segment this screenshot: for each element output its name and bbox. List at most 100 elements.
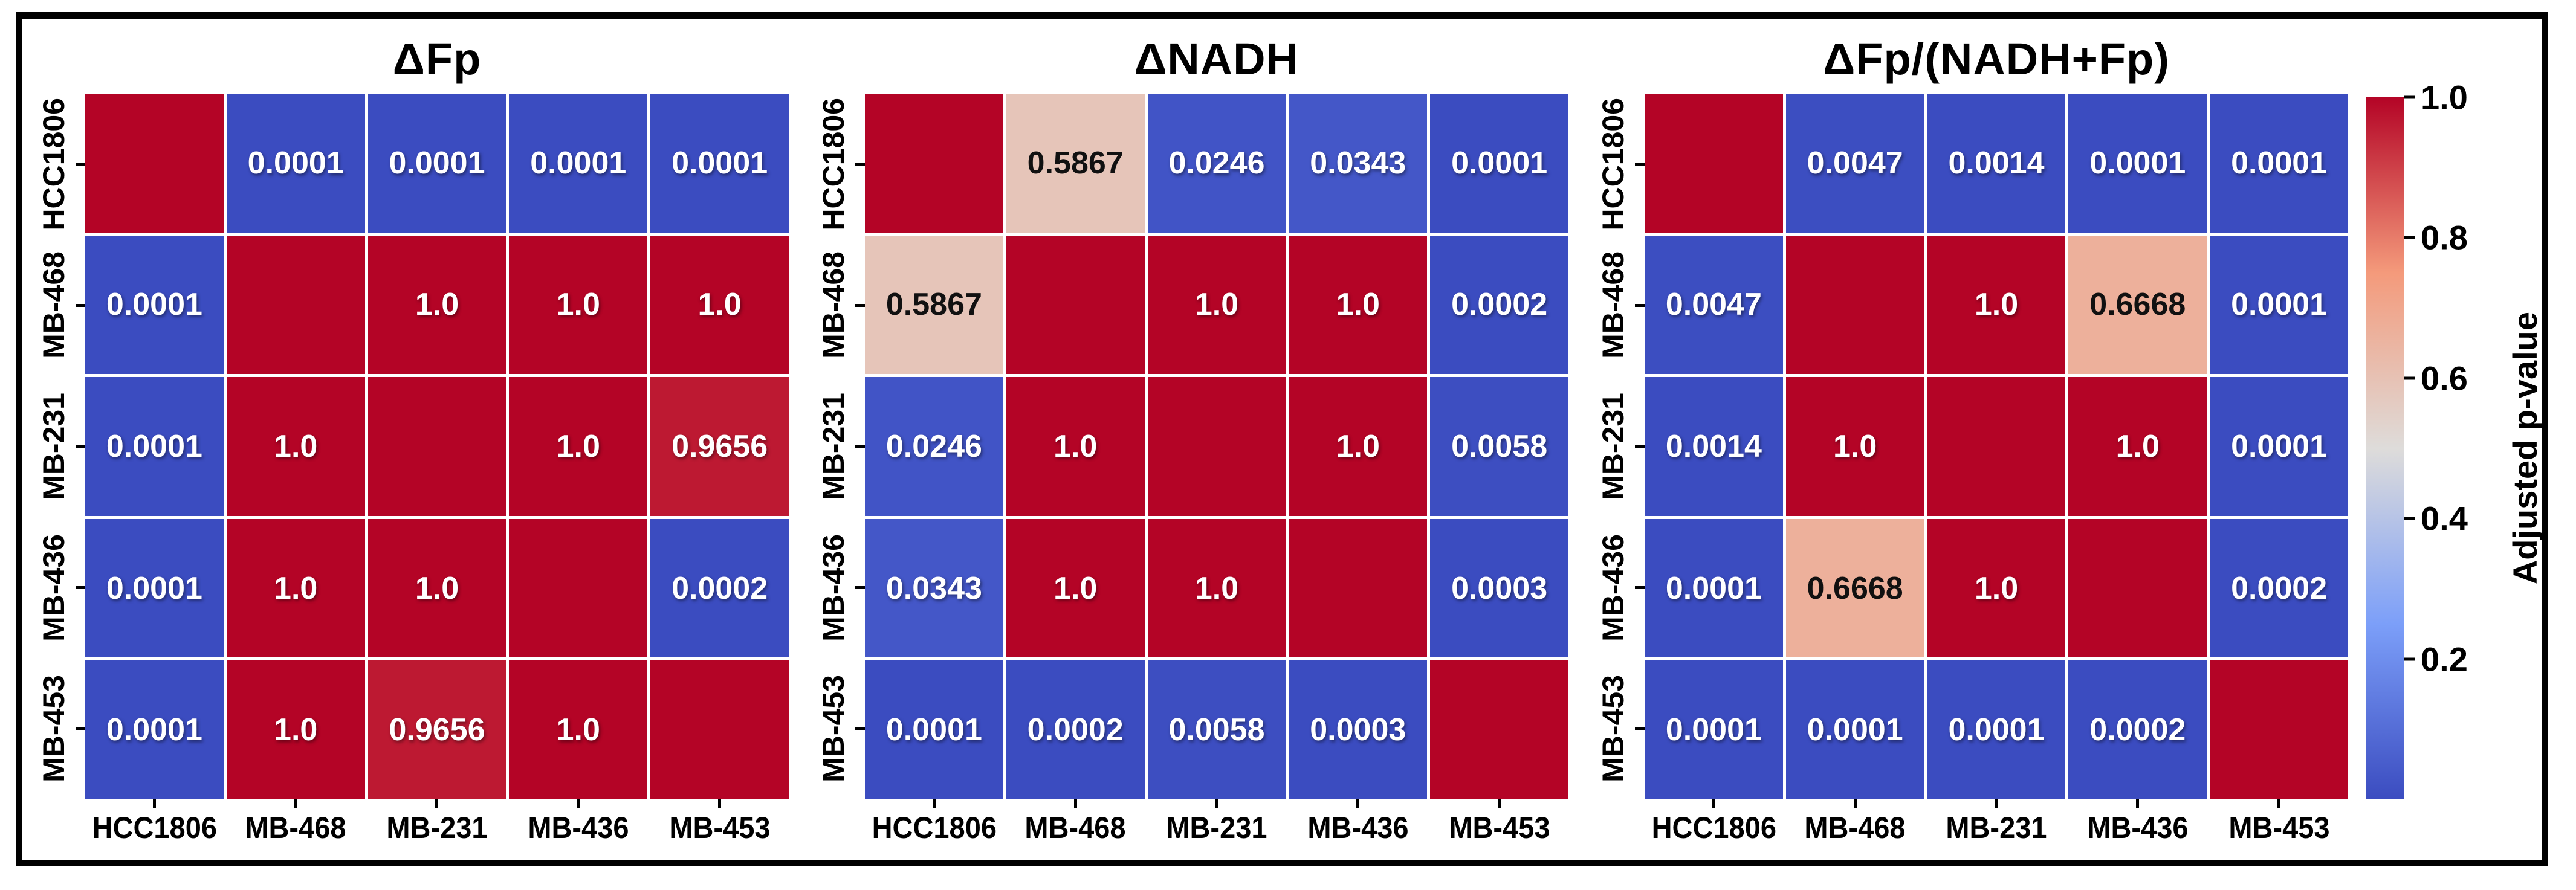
y-axis-tick [855, 586, 865, 590]
y-axis-tick [855, 727, 865, 730]
heatmap-cell [85, 94, 224, 233]
y-axis-label-row: MB-468 [1587, 235, 1645, 376]
y-axis-label-row: MB-453 [1587, 658, 1645, 799]
x-axis-tick [1356, 799, 1360, 808]
heatmap-title: ΔFp/(NADH+Fp) [1823, 33, 2170, 84]
heatmap-cell: 1.0 [226, 377, 365, 516]
y-axis-label: MB-436 [37, 534, 71, 642]
heatmap-cell: 0.0001 [85, 235, 224, 375]
heatmap-cell: 0.0001 [650, 94, 789, 233]
x-axis-tick [1215, 799, 1218, 808]
heatmap-cell: 0.0001 [1785, 660, 1924, 799]
heatmap-cell: 0.6668 [2068, 235, 2207, 375]
heatmap-cell: 1.0 [2068, 377, 2207, 516]
y-axis-label-row: MB-436 [27, 517, 85, 659]
heatmap-cell [509, 518, 648, 658]
y-axis-label-row: MB-231 [27, 376, 85, 517]
heatmap-cell: 0.0001 [2068, 94, 2207, 233]
x-axis-label: MB-468 [1024, 811, 1126, 845]
heatmap-cell: 0.0246 [865, 377, 1003, 516]
heatmap-cell: 1.0 [509, 235, 648, 375]
heatmap-cell [1147, 377, 1286, 516]
y-axis-label-row: MB-436 [1587, 517, 1645, 659]
x-axis-label: MB-468 [1804, 811, 1906, 845]
heatmap-cell [2210, 660, 2348, 799]
heatmap-cell: 1.0 [1785, 377, 1924, 516]
heatmap-title: ΔNADH [1134, 33, 1299, 84]
heatmap-cell: 1.0 [1289, 235, 1428, 375]
heatmap-cell [865, 94, 1003, 233]
heatmap-cell: 0.0001 [1927, 660, 2066, 799]
x-axis-label-item: MB-231 [1148, 799, 1286, 854]
heatmap-cell: 1.0 [226, 518, 365, 658]
y-axis-label-row: MB-231 [1587, 376, 1645, 517]
heatmap-cell: 0.0047 [1645, 235, 1783, 375]
x-axis-label: MB-436 [528, 811, 629, 845]
heatmap-panel-1: ΔFp HCC1806 MB-468 MB-231 MB-436 MB-453 0.0001… [27, 24, 789, 854]
heatmap-cell: 1.0 [367, 235, 506, 375]
heatmap-cell: 0.0001 [2210, 377, 2348, 516]
x-axis-label: MB-453 [669, 811, 771, 845]
x-axis-label: MB-453 [2228, 811, 2330, 845]
x-axis-label: HCC1806 [1651, 811, 1776, 845]
heatmap-cell: 0.0001 [509, 94, 648, 233]
heatmap-cell: 0.0014 [1927, 94, 2066, 233]
x-axis-tick [1995, 799, 1998, 808]
heatmap-cell: 0.0002 [2068, 660, 2207, 799]
heatmap-cell: 0.0001 [865, 660, 1003, 799]
y-axis-tick [1635, 445, 1645, 448]
x-axis-tick [2136, 799, 2140, 808]
colorbar-tick-label: 0.4 [2421, 499, 2468, 538]
heatmap-cell: 1.0 [1147, 235, 1286, 375]
heatmap-cell: 0.0058 [1430, 377, 1568, 516]
x-axis-label-item: HCC1806 [865, 799, 1003, 854]
heatmap-cell: 0.0001 [2210, 235, 2348, 375]
x-axis-tick [1073, 799, 1077, 808]
x-axis-label-item: MB-468 [1786, 799, 1924, 854]
colorbar-tick-dash [2404, 95, 2415, 99]
x-axis-label: HCC1806 [872, 811, 997, 845]
colorbar-tick: 0.6 [2404, 358, 2468, 398]
heatmap-cell: 1.0 [367, 518, 506, 658]
heatmap-cell: 1.0 [1006, 377, 1145, 516]
x-axis-label-item: MB-231 [1927, 799, 2066, 854]
heatmap-cell: 0.0343 [865, 518, 1003, 658]
y-axis-label: HCC1806 [817, 98, 850, 231]
x-axis-tick [718, 799, 722, 808]
heatmap-cell: 0.0001 [2210, 94, 2348, 233]
heatmap-cell [2068, 518, 2207, 658]
y-axis-label-row: MB-453 [27, 658, 85, 799]
x-axis-label-item: MB-468 [1006, 799, 1145, 854]
colorbar-tick-label: 1.0 [2421, 78, 2468, 117]
heatmap-cell [1006, 235, 1145, 375]
y-axis-label: MB-453 [817, 675, 850, 783]
y-axis-label-row: MB-453 [807, 658, 865, 799]
heatmap-cell: 1.0 [1927, 235, 2066, 375]
y-axis-label-row: HCC1806 [1587, 94, 1645, 235]
heatmap-cell: 1.0 [226, 660, 365, 799]
y-axis-label-row: MB-436 [807, 517, 865, 659]
y-axis-tick [76, 586, 85, 590]
y-axis-label-row: MB-468 [27, 235, 85, 376]
x-axis-tick [2277, 799, 2281, 808]
figure-frame: ΔFp HCC1806 MB-468 MB-231 MB-436 MB-453 0.0001… [16, 12, 2548, 866]
heatmap-cell [1785, 235, 1924, 375]
x-axis-tick [435, 799, 439, 808]
heatmap-title: ΔFp [392, 33, 482, 84]
colorbar-tick-dash [2404, 517, 2415, 520]
heatmap-cell: 1.0 [1927, 518, 2066, 658]
heatmap-cell: 0.0003 [1430, 518, 1568, 658]
x-axis-label: MB-468 [245, 811, 346, 845]
heatmap-cell: 0.0001 [85, 660, 224, 799]
heatmap-cell: 0.0001 [226, 94, 365, 233]
x-axis-tick [294, 799, 297, 808]
heatmap-cell [1430, 660, 1568, 799]
y-axis-label: MB-453 [1596, 675, 1630, 783]
y-axis-label-row: MB-231 [807, 376, 865, 517]
x-axis-tick [1853, 799, 1857, 808]
colorbar-panel: 1.0 0.8 0.6 0.4 0.2 Adjusted p-value [2366, 79, 2545, 799]
heatmap-cell: 0.0002 [1006, 660, 1145, 799]
heatmap-cell [1289, 518, 1428, 658]
heatmap-cell: 0.9656 [367, 660, 506, 799]
x-axis-label-item: HCC1806 [1645, 799, 1783, 854]
